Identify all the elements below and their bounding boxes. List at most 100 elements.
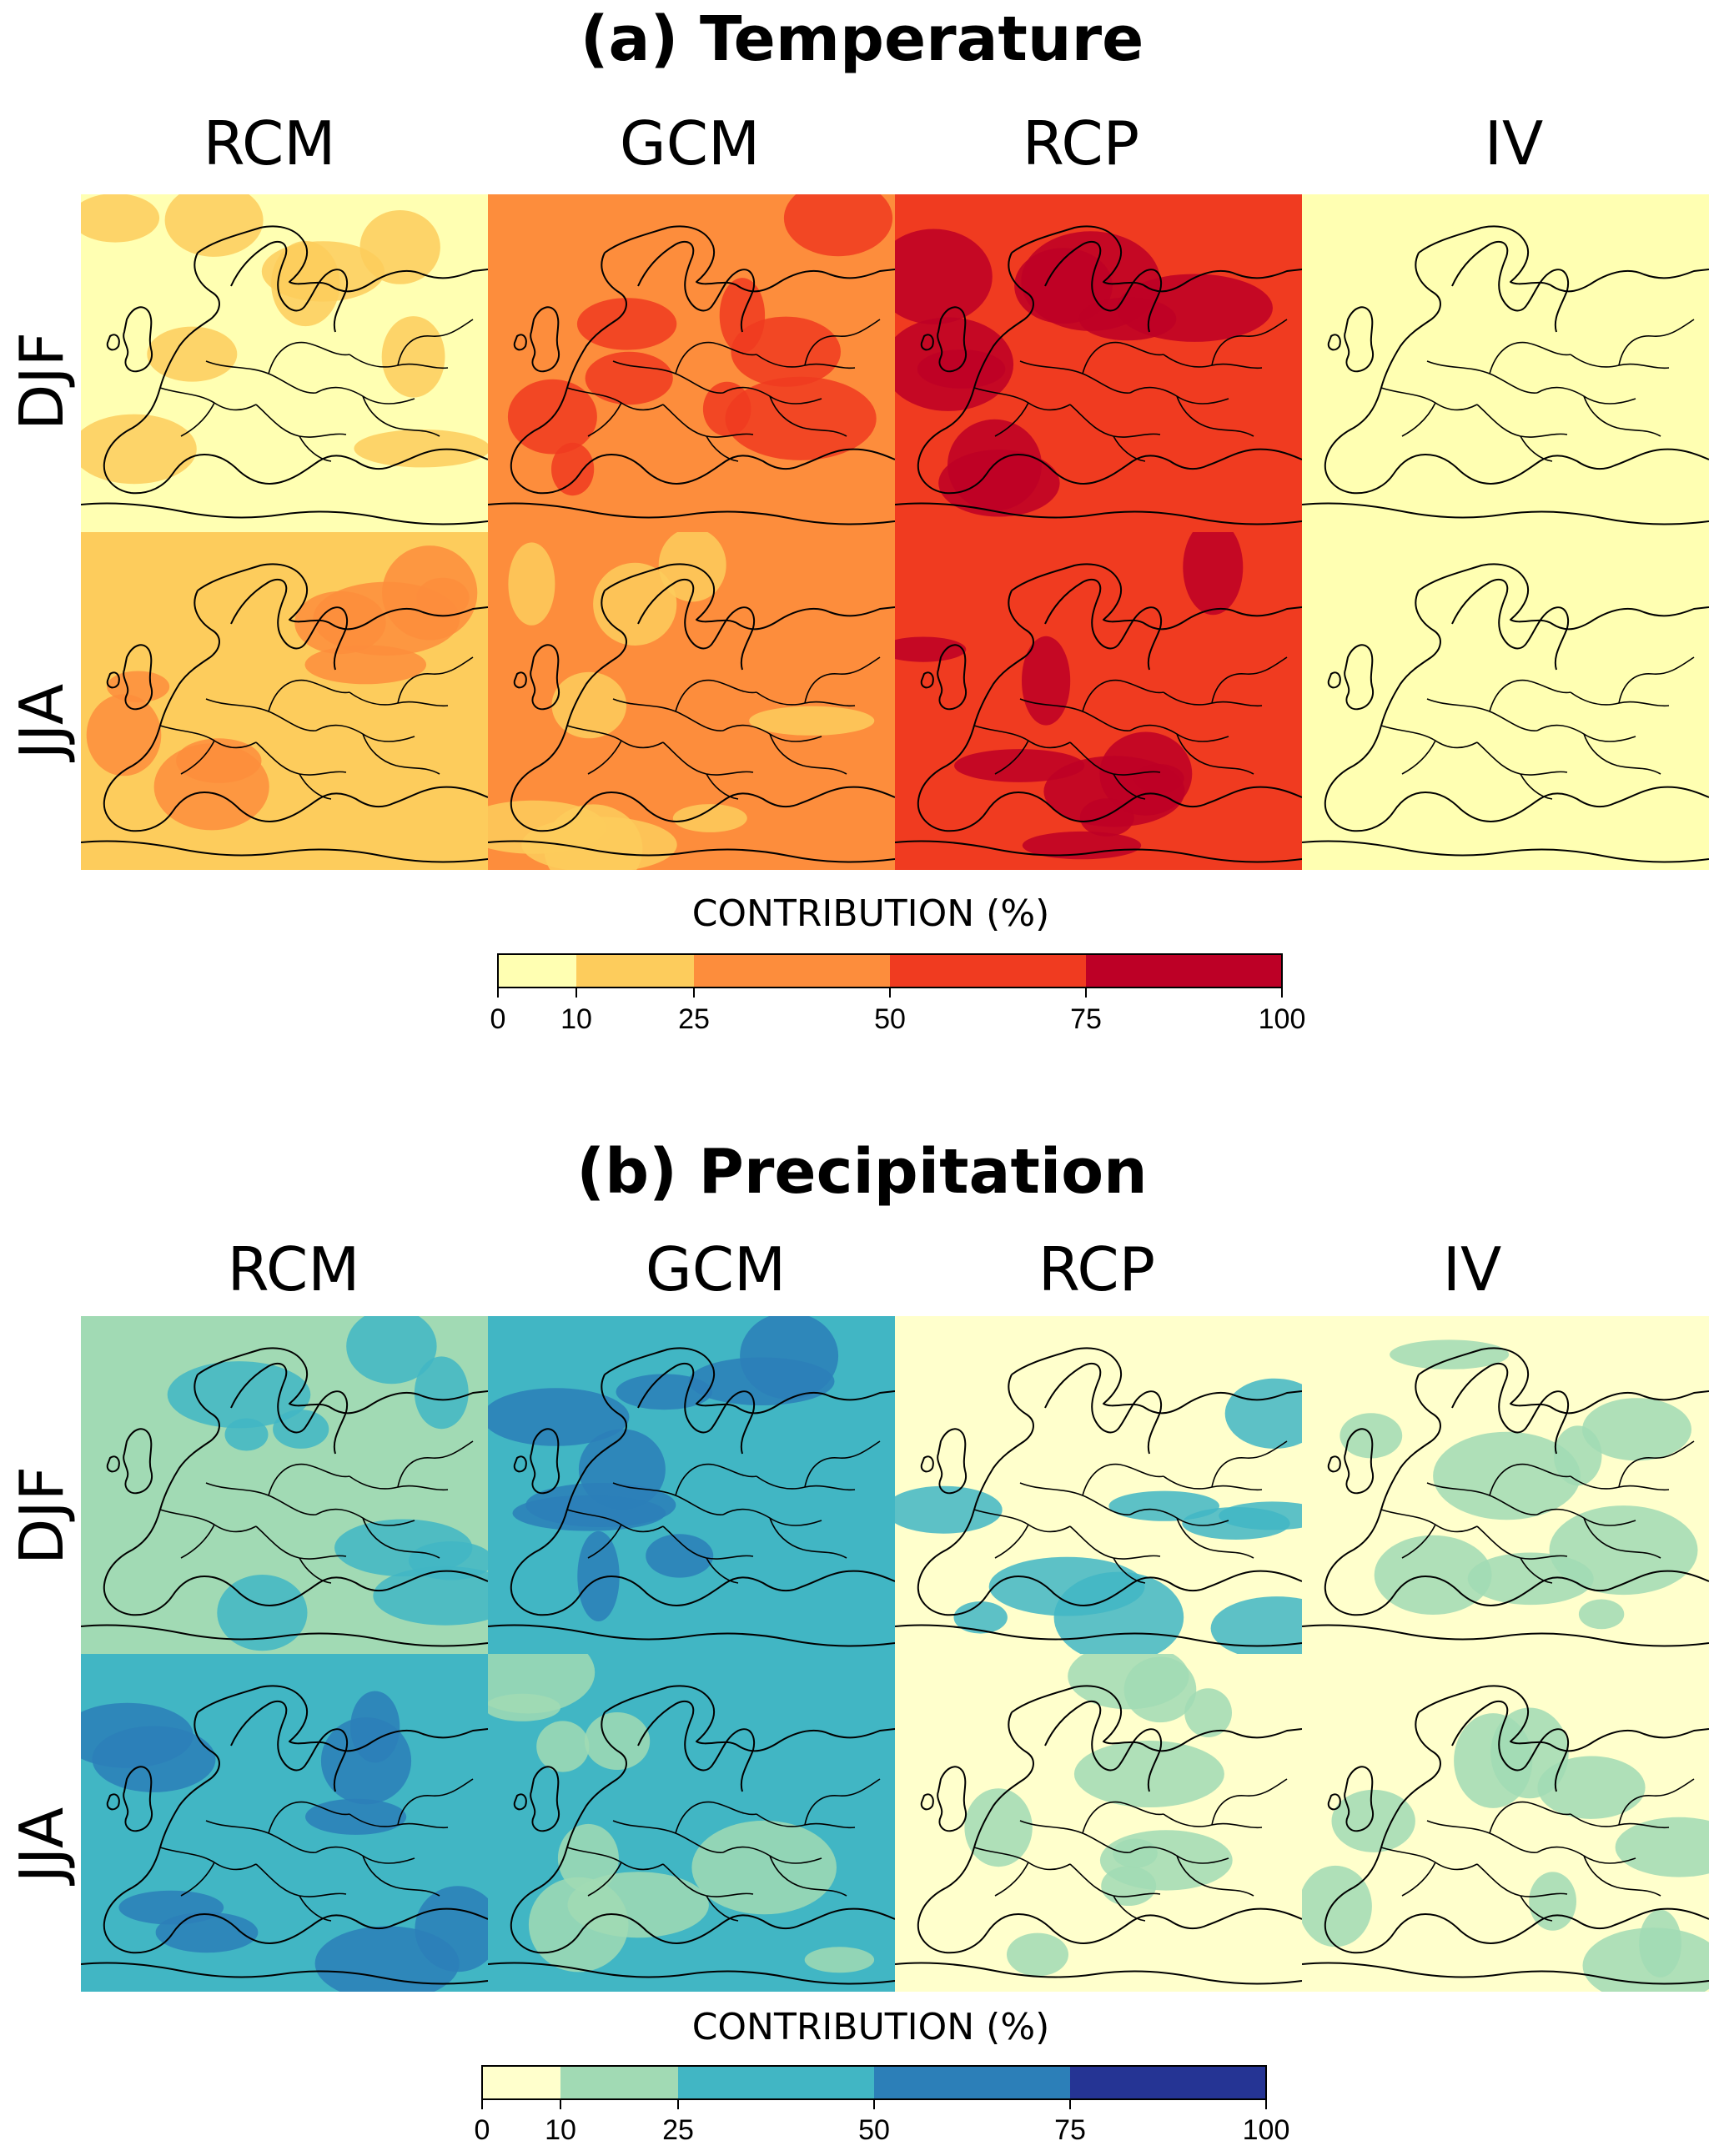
panel-b-tick-label: 50: [858, 2114, 890, 2146]
map-region: [895, 229, 993, 324]
map-region: [1595, 782, 1669, 831]
country-border: [769, 395, 847, 437]
panel-b-col-gcm: GCM: [645, 1234, 787, 1304]
country-border: [1476, 1863, 1568, 1897]
country-border: [362, 1855, 440, 1897]
coastline-scandinavia: [1451, 1700, 1569, 1792]
country-border: [1082, 341, 1164, 374]
coastline-scandinavia: [1451, 240, 1569, 333]
country-border: [804, 656, 881, 704]
legend-swatch: [694, 954, 890, 988]
country-border: [1211, 1440, 1288, 1488]
map-region: [86, 694, 162, 776]
map-region: [593, 562, 677, 646]
legend-swatch: [890, 954, 1086, 988]
coastline-uk: [513, 644, 560, 711]
coastline-africa: [81, 840, 488, 863]
country-border: [255, 1863, 347, 1897]
coastline: [103, 225, 488, 495]
country-border: [1476, 741, 1568, 776]
map-region: [1578, 1599, 1625, 1630]
legend-swatch: [1070, 2066, 1266, 2099]
country-border: [1069, 404, 1161, 438]
map-region: [508, 542, 555, 626]
map-region: [488, 1654, 596, 1714]
coastline-africa: [895, 502, 1302, 525]
country-border: [159, 725, 257, 749]
coastline-scandinavia: [637, 578, 755, 671]
map-cell-rcp-djf: [895, 194, 1302, 532]
country-border: [973, 1509, 1071, 1533]
coastline: [103, 1347, 488, 1616]
map-cell-gcm-djf: [488, 194, 895, 532]
country-border: [675, 1463, 757, 1496]
panel-b-col-rcp: RCP: [1038, 1234, 1156, 1304]
country-border: [1069, 1525, 1161, 1560]
map-region: [725, 376, 877, 460]
country-border: [159, 387, 257, 411]
country-border: [706, 773, 739, 800]
map-region: [536, 1721, 590, 1772]
country-border: [1489, 1463, 1571, 1496]
country-border: [299, 773, 332, 800]
country-border: [804, 1440, 881, 1488]
coastline-uk: [513, 1428, 560, 1495]
panel-b-tick-label: 0: [474, 2114, 490, 2146]
country-border: [1489, 679, 1571, 712]
legend-swatch: [560, 2066, 678, 2099]
map-cell-gcm-djf: [488, 1316, 895, 1654]
legend-swatch: [576, 954, 694, 988]
map-region: [1014, 248, 1113, 324]
map-region: [740, 1316, 839, 1400]
map-region: [147, 326, 238, 382]
coastline: [510, 1685, 895, 1954]
country-border: [706, 435, 739, 462]
country-border: [973, 1847, 1071, 1871]
country-border: [299, 435, 332, 462]
coastline-uk: [1327, 306, 1374, 373]
country-border: [268, 341, 350, 374]
country-border: [662, 1525, 754, 1560]
map-region: [1210, 1596, 1302, 1654]
panel-b-col-rcm: RCM: [227, 1234, 360, 1304]
country-border: [769, 733, 847, 775]
panel-a-tick-label: 100: [1258, 1003, 1306, 1035]
country-border: [255, 1525, 347, 1560]
country-border: [675, 1801, 757, 1834]
map-region: [1108, 1490, 1219, 1521]
country-border: [159, 1847, 257, 1871]
map-region: [551, 671, 627, 739]
map-region: [488, 1388, 630, 1446]
map-region: [1347, 196, 1456, 279]
coastline-scandinavia: [1044, 1362, 1162, 1455]
country-border: [1176, 395, 1254, 437]
map-cell-rcm-jja: [81, 532, 488, 870]
map-region: [1520, 417, 1628, 494]
coastline-scandinavia: [230, 1700, 348, 1792]
map-region: [373, 1565, 488, 1626]
map-cell-rcp-djf: [895, 1316, 1302, 1654]
country-border: [1520, 1895, 1553, 1922]
country-border: [566, 1847, 664, 1871]
map-region: [1022, 636, 1071, 726]
country-border: [1082, 1801, 1164, 1834]
country-border: [268, 1801, 350, 1834]
coastline: [510, 1347, 895, 1616]
map-region: [1446, 732, 1544, 830]
map-region: [954, 749, 1085, 782]
map-region: [1549, 358, 1668, 430]
map-region: [164, 194, 264, 257]
country-border: [1113, 1557, 1146, 1584]
coastline-uk: [920, 644, 967, 711]
panel-a-col-rcm: RCM: [203, 108, 336, 178]
country-border: [1380, 1847, 1478, 1871]
map-region: [672, 804, 747, 832]
map-region: [1302, 1865, 1372, 1947]
country-border: [1113, 1895, 1146, 1922]
country-border: [1476, 404, 1568, 438]
country-border: [1489, 341, 1571, 374]
map-region: [691, 1820, 837, 1915]
coastline-scandinavia: [637, 1700, 755, 1792]
panel-a-tick-label: 75: [1070, 1003, 1102, 1035]
coastline-scandinavia: [1044, 240, 1162, 333]
